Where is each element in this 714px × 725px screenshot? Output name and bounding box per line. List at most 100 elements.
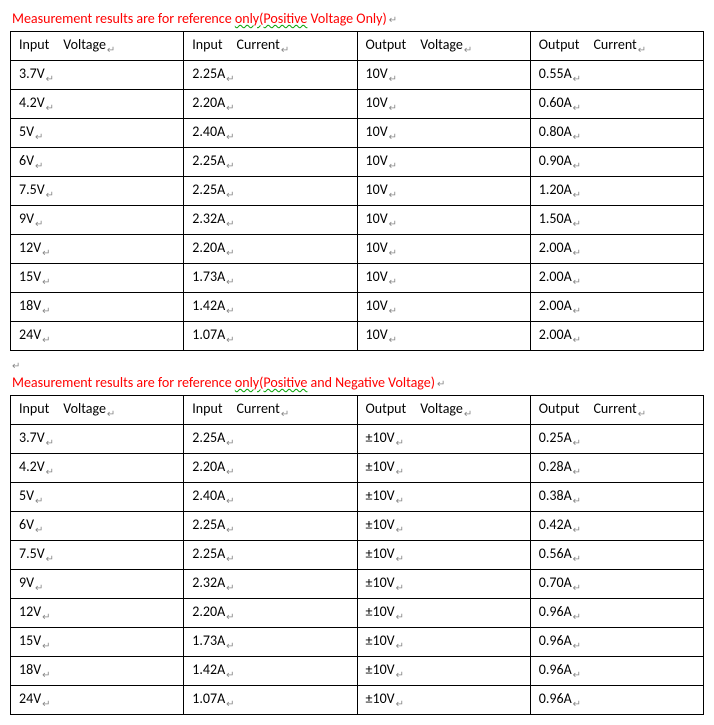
title2-underlined: only(Positive <box>235 374 308 391</box>
table-row: 6V↵2.25A↵±10V↵0.42A↵ <box>11 512 704 541</box>
cell-output-current: 0.38A↵ <box>530 483 703 512</box>
title2-suffix: and Negative Voltage) <box>307 374 435 391</box>
cell-output-voltage: ±10V↵ <box>357 657 530 686</box>
title-positive-only: Measurement results are for reference on… <box>12 10 704 27</box>
cell-output-voltage: 10V↵ <box>357 322 530 351</box>
table-row: 4.2V↵2.20A↵±10V↵0.28A↵ <box>11 454 704 483</box>
cell-input-voltage: 15V↵ <box>11 264 184 293</box>
cell-output-voltage: 10V↵ <box>357 206 530 235</box>
cell-input-voltage: 12V↵ <box>11 235 184 264</box>
cell-input-current: 2.32A↵ <box>184 206 357 235</box>
cell-output-current: 2.00A↵ <box>530 264 703 293</box>
cell-output-current: 0.96A↵ <box>530 628 703 657</box>
cell-output-current: 1.50A↵ <box>530 206 703 235</box>
cell-input-voltage: 15V↵ <box>11 628 184 657</box>
cell-input-current: 2.40A↵ <box>184 483 357 512</box>
cell-output-voltage: 10V↵ <box>357 61 530 90</box>
table-row: 6V↵2.25A↵10V↵0.90A↵ <box>11 148 704 177</box>
title2-prefix: Measurement results are for reference <box>12 374 235 391</box>
table-header-row: InputVoltage↵InputCurrent↵OutputVoltage↵… <box>11 396 704 425</box>
cell-input-current: 1.42A↵ <box>184 657 357 686</box>
header-output-voltage: OutputVoltage↵ <box>357 32 530 61</box>
cell-input-current: 2.32A↵ <box>184 570 357 599</box>
cell-output-voltage: ±10V↵ <box>357 512 530 541</box>
cell-output-voltage: ±10V↵ <box>357 628 530 657</box>
cell-input-current: 2.25A↵ <box>184 177 357 206</box>
cell-output-voltage: 10V↵ <box>357 293 530 322</box>
cell-input-voltage: 12V↵ <box>11 599 184 628</box>
cell-output-voltage: 10V↵ <box>357 119 530 148</box>
table-row: 3.7V↵2.25A↵10V↵0.55A↵ <box>11 61 704 90</box>
cell-input-current: 2.20A↵ <box>184 90 357 119</box>
cell-input-voltage: 9V↵ <box>11 206 184 235</box>
cell-input-current: 2.25A↵ <box>184 61 357 90</box>
cell-output-current: 1.20A↵ <box>530 177 703 206</box>
cell-input-voltage: 5V↵ <box>11 119 184 148</box>
table-row: 18V↵1.42A↵10V↵2.00A↵ <box>11 293 704 322</box>
cell-input-voltage: 24V↵ <box>11 686 184 715</box>
cell-output-current: 0.60A↵ <box>530 90 703 119</box>
cell-output-current: 0.96A↵ <box>530 599 703 628</box>
table-row: 24V↵1.07A↵10V↵2.00A↵ <box>11 322 704 351</box>
paragraph-mark-icon: ↵ <box>389 13 397 26</box>
cell-output-current: 2.00A↵ <box>530 235 703 264</box>
cell-input-voltage: 7.5V↵ <box>11 541 184 570</box>
cell-output-voltage: 10V↵ <box>357 177 530 206</box>
table-row: 7.5V↵2.25A↵±10V↵0.56A↵ <box>11 541 704 570</box>
title-positive-negative: Measurement results are for reference on… <box>12 374 704 391</box>
table-row: 15V↵1.73A↵±10V↵0.96A↵ <box>11 628 704 657</box>
table-row: 5V↵2.40A↵10V↵0.80A↵ <box>11 119 704 148</box>
header-output-voltage: OutputVoltage↵ <box>357 396 530 425</box>
cell-input-voltage: 7.5V↵ <box>11 177 184 206</box>
cell-input-voltage: 3.7V↵ <box>11 61 184 90</box>
cell-output-voltage: ±10V↵ <box>357 686 530 715</box>
title1-prefix: Measurement results are for reference <box>12 10 235 27</box>
header-input-voltage: InputVoltage↵ <box>11 32 184 61</box>
cell-input-voltage: 9V↵ <box>11 570 184 599</box>
cell-output-voltage: ±10V↵ <box>357 425 530 454</box>
paragraph-mark-icon: ↵ <box>12 359 20 372</box>
cell-output-current: 0.70A↵ <box>530 570 703 599</box>
cell-output-current: 0.55A↵ <box>530 61 703 90</box>
title1-underlined: only(Positive <box>235 10 308 27</box>
table-positive-negative: InputVoltage↵InputCurrent↵OutputVoltage↵… <box>10 395 704 715</box>
cell-output-voltage: ±10V↵ <box>357 541 530 570</box>
table-positive-only: InputVoltage↵InputCurrent↵OutputVoltage↵… <box>10 31 704 351</box>
cell-input-current: 2.25A↵ <box>184 148 357 177</box>
table-row: 9V↵2.32A↵±10V↵0.70A↵ <box>11 570 704 599</box>
cell-input-current: 1.73A↵ <box>184 264 357 293</box>
cell-output-current: 0.28A↵ <box>530 454 703 483</box>
table-row: 12V↵2.20A↵±10V↵0.96A↵ <box>11 599 704 628</box>
cell-input-current: 2.20A↵ <box>184 235 357 264</box>
cell-output-current: 0.90A↵ <box>530 148 703 177</box>
table-row: 3.7V↵2.25A↵±10V↵0.25A↵ <box>11 425 704 454</box>
cell-input-voltage: 18V↵ <box>11 293 184 322</box>
cell-input-current: 2.20A↵ <box>184 599 357 628</box>
cell-input-voltage: 3.7V↵ <box>11 425 184 454</box>
table-row: 12V↵2.20A↵10V↵2.00A↵ <box>11 235 704 264</box>
table-row: 15V↵1.73A↵10V↵2.00A↵ <box>11 264 704 293</box>
cell-output-voltage: 10V↵ <box>357 148 530 177</box>
cell-output-current: 0.56A↵ <box>530 541 703 570</box>
cell-output-current: 2.00A↵ <box>530 322 703 351</box>
cell-output-current: 0.96A↵ <box>530 657 703 686</box>
cell-output-current: 0.96A↵ <box>530 686 703 715</box>
cell-output-voltage: ±10V↵ <box>357 454 530 483</box>
cell-input-voltage: 6V↵ <box>11 148 184 177</box>
cell-output-voltage: ±10V↵ <box>357 570 530 599</box>
table-header-row: InputVoltage↵InputCurrent↵OutputVoltage↵… <box>11 32 704 61</box>
cell-input-current: 1.07A↵ <box>184 686 357 715</box>
cell-input-voltage: 5V↵ <box>11 483 184 512</box>
cell-output-voltage: 10V↵ <box>357 264 530 293</box>
cell-output-voltage: ±10V↵ <box>357 599 530 628</box>
cell-input-current: 1.42A↵ <box>184 293 357 322</box>
cell-input-current: 1.07A↵ <box>184 322 357 351</box>
paragraph-mark-icon: ↵ <box>437 377 445 390</box>
table-row: 9V↵2.32A↵10V↵1.50A↵ <box>11 206 704 235</box>
cell-input-current: 1.73A↵ <box>184 628 357 657</box>
title1-suffix: Voltage Only) <box>307 10 386 27</box>
table-row: 4.2V↵2.20A↵10V↵0.60A↵ <box>11 90 704 119</box>
cell-input-current: 2.25A↵ <box>184 541 357 570</box>
table-row: 24V↵1.07A↵±10V↵0.96A↵ <box>11 686 704 715</box>
cell-input-voltage: 6V↵ <box>11 512 184 541</box>
